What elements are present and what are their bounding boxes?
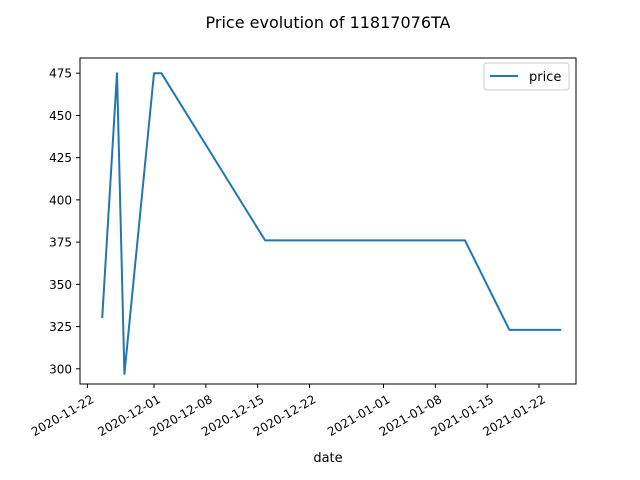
x-tick-label: 2020-11-22	[29, 392, 96, 439]
legend-label-price: price	[529, 70, 561, 85]
chart-title: Price evolution of 11817076TA	[206, 13, 451, 32]
plot-frame	[79, 57, 577, 385]
legend: price	[483, 62, 570, 91]
series-layer	[101, 72, 562, 375]
y-tick-label: 425	[49, 151, 72, 165]
x-axis-label: date	[313, 451, 342, 466]
plot-area	[79, 57, 577, 385]
y-axis: 300 325 350 375 400 425 450 475	[49, 67, 80, 376]
y-tick-label: 325	[49, 320, 72, 334]
x-axis: 2020-11-22 2020-12-012020-12-082020-12-15…	[29, 384, 548, 439]
y-tick-label: 450	[49, 109, 72, 123]
legend-box	[483, 62, 570, 91]
y-tick-label: 375	[49, 236, 72, 250]
y-tick-label: 400	[49, 193, 72, 207]
y-tick-label: 350	[49, 278, 72, 292]
series-line-price	[101, 72, 562, 375]
y-tick-label: 300	[49, 362, 72, 376]
y-tick-label: 475	[49, 67, 72, 81]
